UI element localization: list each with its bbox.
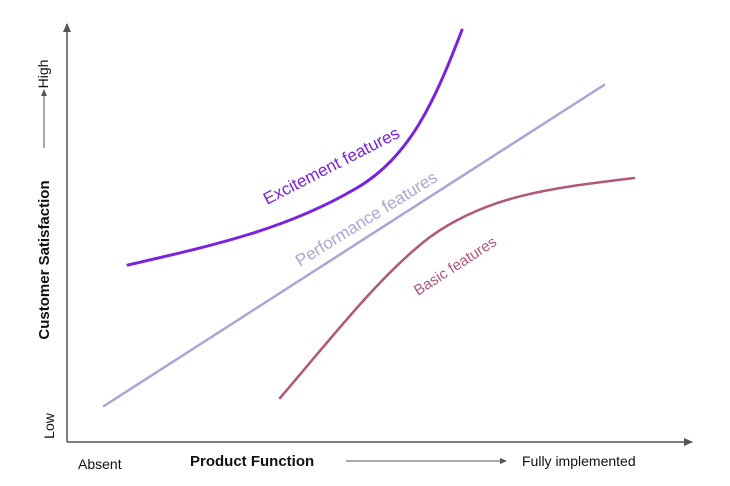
basic-label: Basic features <box>411 233 500 299</box>
basic-curve <box>278 176 636 400</box>
x-start-label: Absent <box>78 456 122 472</box>
excitement-label: Excitement features <box>260 123 402 208</box>
x-end-label: Fully implemented <box>522 453 636 469</box>
performance-line <box>102 83 606 408</box>
y-high-label: High <box>35 60 51 89</box>
y-low-label: Low <box>41 412 57 439</box>
excitement-curve <box>126 28 464 267</box>
x-axis-label: Product Function <box>190 453 314 470</box>
y-axis-label: Customer Satisfaction <box>36 180 53 339</box>
